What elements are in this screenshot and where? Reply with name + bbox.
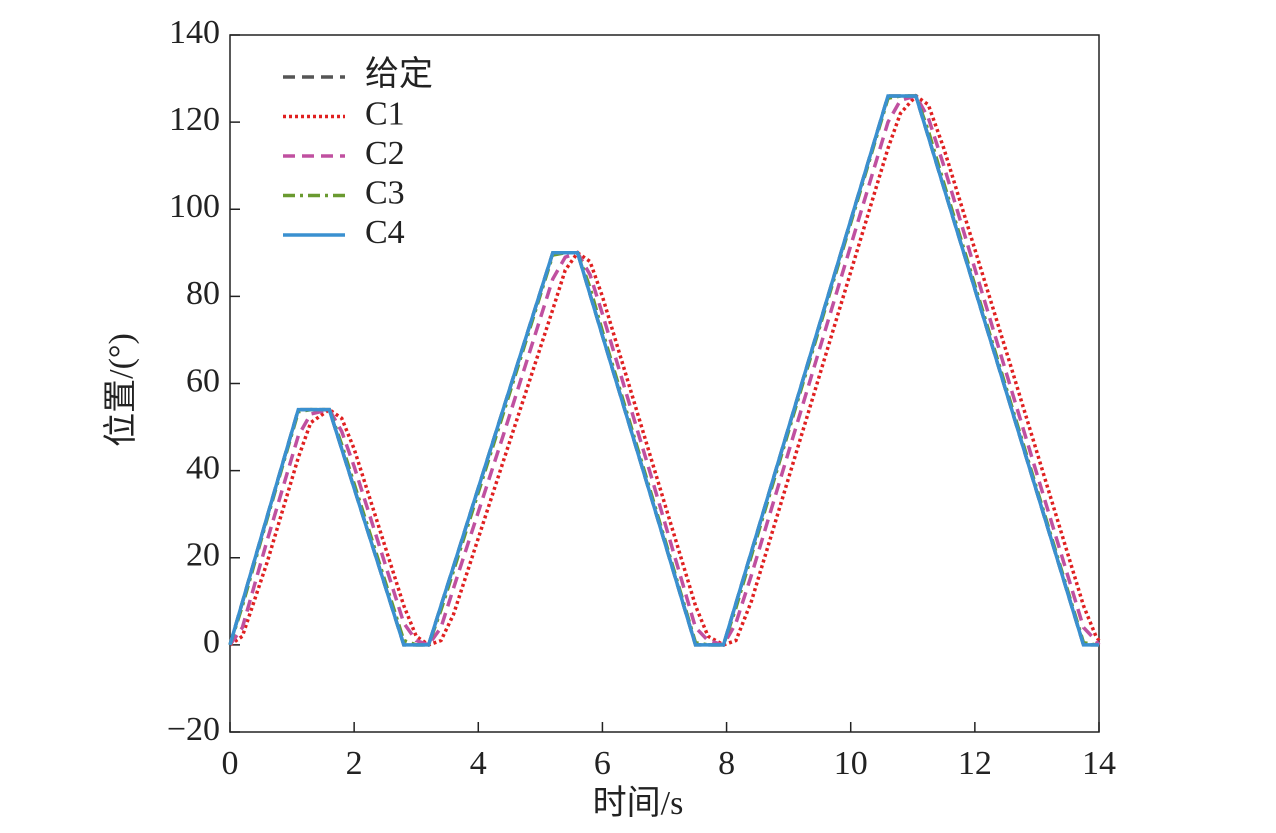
x-tick-label: 12 <box>958 745 992 782</box>
x-tick-label: 10 <box>834 745 868 782</box>
y-axis-label: 位置/(°) <box>102 333 140 447</box>
series-line <box>228 93 1101 647</box>
y-tick-label: 80 <box>186 275 220 312</box>
y-tick-label: 100 <box>169 188 220 225</box>
series-line <box>228 94 1099 647</box>
y-tick-label: 60 <box>186 362 220 399</box>
x-tick-label: 14 <box>1082 745 1116 782</box>
legend-label: C1 <box>365 95 405 132</box>
legend-label: C4 <box>365 214 405 251</box>
legend-label: C2 <box>365 135 405 172</box>
y-tick-label: 20 <box>186 537 220 574</box>
y-tick-label: 140 <box>169 14 220 51</box>
series-line <box>228 93 1101 647</box>
x-tick-label: 6 <box>594 745 611 782</box>
x-tick-label: 0 <box>222 745 239 782</box>
x-tick-label: 4 <box>470 745 487 782</box>
y-tick-label: −20 <box>167 711 220 748</box>
x-tick-label: 2 <box>346 745 363 782</box>
legend-label: 给定 <box>365 55 433 93</box>
y-tick-label: 0 <box>203 624 220 661</box>
series-line <box>228 94 1099 647</box>
plot-frame <box>229 34 1100 733</box>
series-line <box>228 94 1099 647</box>
x-tick-label: 8 <box>718 745 735 782</box>
y-tick-label: 40 <box>186 449 220 486</box>
y-tick-label: 120 <box>169 101 220 138</box>
legend-label: C3 <box>365 174 405 211</box>
x-axis-label: 时间/s <box>593 785 684 822</box>
